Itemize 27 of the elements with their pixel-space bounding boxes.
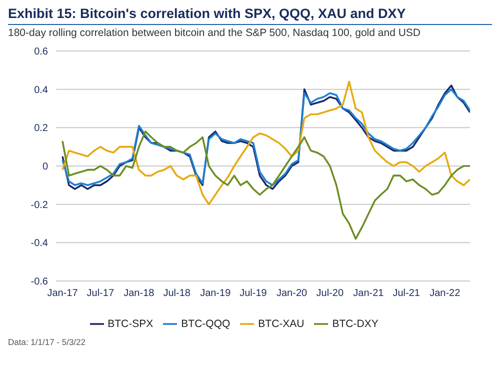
x-tick-label: Jul-19 [240, 288, 268, 300]
y-tick-label: 0 [42, 162, 48, 173]
y-tick-label: 0.6 [34, 46, 48, 58]
y-tick-label: -0.4 [30, 238, 48, 250]
y-tick-label: 0.4 [34, 84, 48, 96]
y-tick-label: -0.2 [30, 200, 48, 211]
x-tick-label: Jan-18 [124, 288, 155, 300]
chart-title: Exhibit 15: Bitcoin's correlation with SPX, QQQ, XAU and DXY [8, 6, 407, 21]
x-tick-label: Jan-21 [353, 288, 384, 300]
legend-label: BTC-XAU [258, 318, 304, 330]
legend-label: BTC-DXY [332, 318, 378, 330]
x-tick-label: Jul-18 [163, 288, 191, 300]
x-tick-label: Jan-20 [276, 288, 308, 300]
x-tick-label: Jul-20 [316, 288, 344, 300]
x-tick-label: Jul-21 [392, 288, 420, 300]
y-tick-label: -0.6 [30, 276, 48, 288]
legend-label: BTC-QQQ [181, 318, 230, 330]
chart-subtitle: 180-day rolling correlation between bitcoin and the S&P 500, Nasdaq 100, gold and USD [8, 24, 492, 39]
x-tick-label: Jan-22 [430, 288, 461, 300]
legend-label: BTC-SPX [108, 318, 154, 330]
text: Data: 1/1/17 - 5/3/22 [8, 337, 86, 347]
x-tick-label: Jan-17 [47, 288, 78, 300]
y-tick-label: 0.2 [34, 123, 48, 134]
x-tick-label: Jan-19 [200, 288, 232, 300]
line-series [62, 80, 470, 206]
line-series [62, 130, 470, 240]
x-tick-label: Jul-17 [86, 288, 114, 300]
